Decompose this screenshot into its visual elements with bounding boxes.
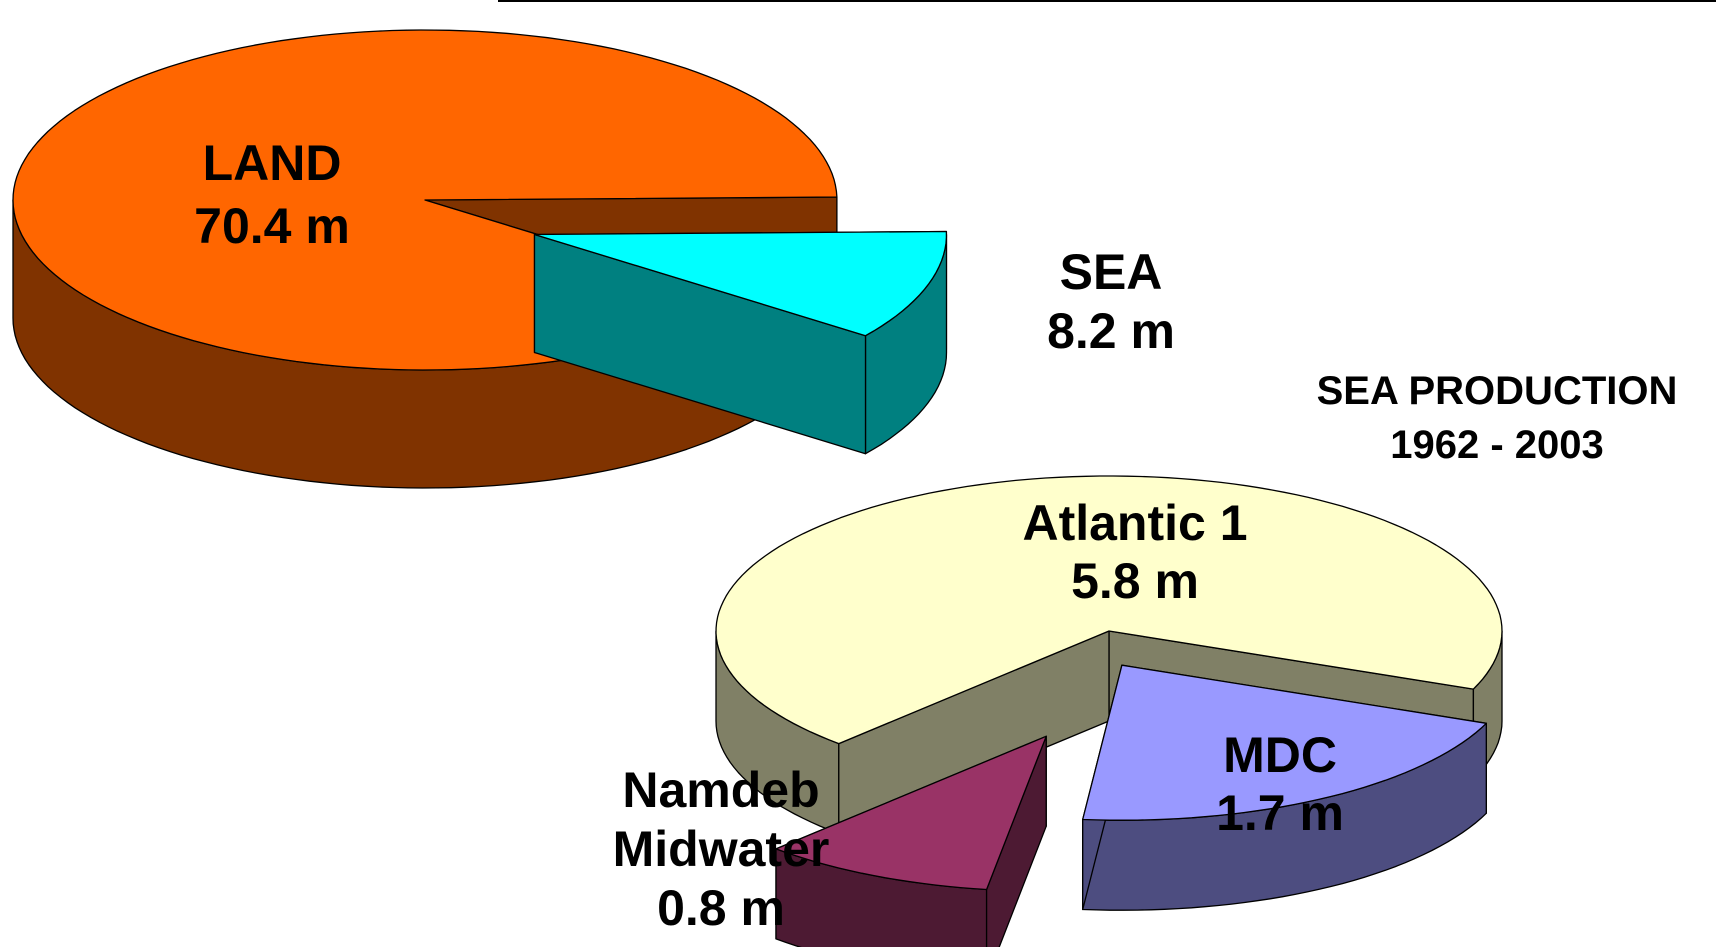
slice-label-namdeb-line2: Midwater (613, 821, 830, 877)
namdeb-top (775, 735, 1047, 891)
slice-label-mdc-name: MDC (1223, 727, 1337, 783)
sea-production-title: SEA PRODUCTION (1317, 369, 1678, 413)
slice-label-namdeb-line1: Namdeb (622, 762, 819, 818)
slice-label-namdeb-value: 0.8 m (657, 880, 785, 936)
slice-label-atlantic-value: 5.8 m (1071, 553, 1199, 609)
sea-top (533, 230, 948, 337)
slice-label-sea-value: 8.2 m (1047, 303, 1175, 359)
slice-label-land-value: 70.4 m (194, 198, 350, 254)
slice-label-mdc-value: 1.7 m (1216, 785, 1344, 841)
slice-label-sea-name: SEA (1060, 244, 1163, 300)
atlantic-top (715, 475, 1503, 745)
sea-production-years: 1962 - 2003 (1390, 423, 1604, 467)
pie-slice-mdc (1082, 664, 1487, 911)
pie-slice-namdeb-midwater (775, 735, 1047, 952)
slice-label-land-name: LAND (203, 135, 342, 191)
mdc-top (1082, 664, 1487, 821)
pie-slice-sea (533, 230, 948, 455)
slice-label-atlantic-name: Atlantic 1 (1022, 495, 1247, 551)
